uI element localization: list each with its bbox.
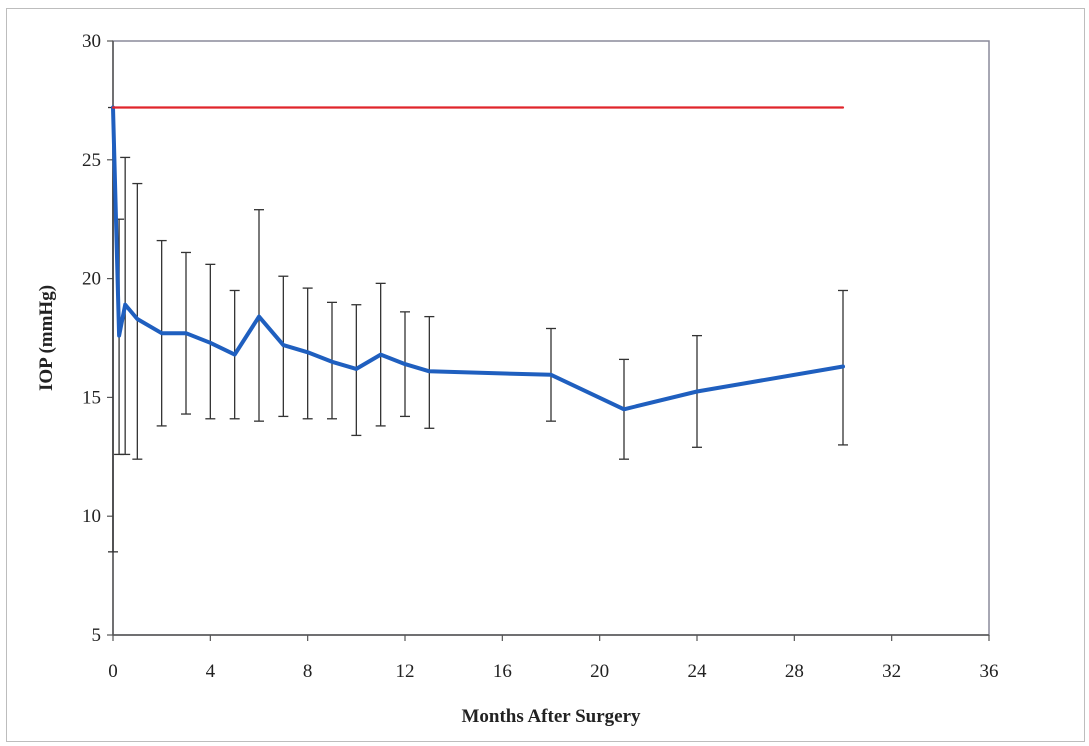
y-tick-label: 30 <box>82 31 101 52</box>
tick-labels: 5 10 15 20 25 30 0 4 8 12 16 20 24 28 32 36 <box>82 31 999 682</box>
series-line-iop <box>111 105 845 412</box>
series-lines <box>111 105 845 412</box>
x-tick-label: 28 <box>785 661 804 682</box>
x-tick-label: 20 <box>590 661 609 682</box>
y-tick-label: 15 <box>82 387 101 408</box>
y-tick-label: 10 <box>82 506 101 527</box>
error-bars <box>108 106 848 553</box>
y-tick-label: 25 <box>82 150 101 171</box>
x-tick-label: 4 <box>206 661 216 682</box>
x-tick-label: 36 <box>980 661 999 682</box>
x-tick-label: 32 <box>882 661 901 682</box>
x-tick-label: 0 <box>108 661 118 682</box>
axes <box>107 40 990 641</box>
y-tick-label: 20 <box>82 269 101 290</box>
y-axis-title: IOP (mmHg) <box>36 285 57 391</box>
y-tick-label: 5 <box>92 625 102 646</box>
x-tick-label: 24 <box>688 661 708 682</box>
x-tick-label: 16 <box>493 661 512 682</box>
x-axis-title: Months After Surgery <box>461 706 641 727</box>
x-tick-label: 8 <box>303 661 313 682</box>
x-tick-label: 12 <box>396 661 415 682</box>
